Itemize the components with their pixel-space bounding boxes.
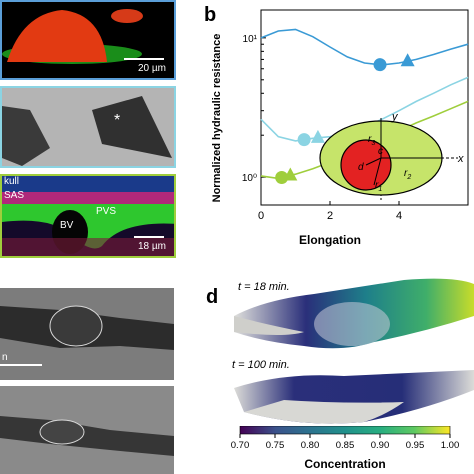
- time-top: t = 18 min.: [238, 281, 290, 293]
- dark-region-right: [92, 96, 172, 158]
- colorbar-tick-label: 1.00: [441, 440, 460, 451]
- colorbar-tick-label: 0.75: [266, 440, 285, 451]
- panel-c-top-svg: [0, 305, 174, 350]
- red-spot: [111, 9, 143, 23]
- colorbar-gradient: [239, 426, 451, 435]
- colorbar-title: Concentration: [304, 457, 385, 471]
- panel-a-top-svg: [2, 9, 143, 64]
- r1-label: r1: [375, 180, 382, 193]
- inset-x-label: x: [457, 153, 464, 165]
- scale-bar-label-top: 20 µm: [138, 63, 166, 74]
- y-tick-label: 10⁰: [242, 173, 257, 184]
- colorbar: 0.70 0.75 0.80 0.85 0.90 0.95 1.00 Concentrati…: [231, 426, 460, 471]
- circle-marker: [275, 171, 289, 185]
- series-line-0: [260, 28, 469, 66]
- scale-bar-c: [0, 364, 42, 366]
- panel-a-middle-svg: [2, 96, 172, 166]
- chart-markers: [275, 53, 415, 185]
- asterisk-marker: *: [114, 112, 121, 129]
- x-tick-label: 4: [396, 210, 402, 222]
- colorbar-tick-label: 0.85: [336, 440, 355, 451]
- c-line: [365, 157, 382, 166]
- vessel-top-shade: [234, 316, 304, 335]
- triangle-marker: [310, 129, 325, 143]
- r3-label: r3: [368, 134, 375, 147]
- chart-axes: 0 2 4 10⁰ 10¹: [242, 9, 469, 222]
- scale-bar-label-c: n: [2, 352, 8, 363]
- x-tick-label: 0: [258, 210, 264, 222]
- tissue-layer: [2, 238, 174, 256]
- panel-c-bottom-image: [0, 386, 174, 474]
- vessel-top-cavity: [314, 302, 390, 346]
- y-tick-label: 10¹: [243, 34, 258, 45]
- triangle-marker: [400, 53, 415, 67]
- dark-region-left: [2, 106, 50, 166]
- panel-a-bottom-image: kull SAS BV PVS 18 µm: [0, 174, 176, 258]
- panel-c-bottom-svg: [0, 416, 174, 456]
- colorbar-tick-label: 0.70: [231, 440, 250, 451]
- c-label: c: [378, 146, 383, 157]
- cell-outline-2: [39, 419, 85, 445]
- panel-c-top-image: n: [0, 288, 174, 380]
- pvs-region: [2, 204, 174, 249]
- r1-line: [373, 157, 382, 186]
- vessel-band-2: [0, 416, 174, 456]
- inset-diagram: y x r3 r2 r1 c d: [319, 111, 464, 200]
- inset-y-label: y: [391, 111, 399, 123]
- panel-d-3d-vessels: [234, 278, 474, 424]
- scale-bar-top: [124, 58, 164, 60]
- red-vessel: [7, 10, 107, 62]
- circle-marker: [373, 58, 387, 72]
- cell-outline: [49, 305, 103, 347]
- y-axis-label: Normalized hydraulic resistance: [211, 34, 223, 203]
- plot-frame: [260, 9, 469, 206]
- scale-bar-bottom: [134, 236, 164, 238]
- vessel-bottom-shade: [244, 400, 404, 424]
- panel-a-middle-image: *: [0, 86, 176, 168]
- skull-label: kull: [4, 176, 20, 187]
- sas-label: SAS: [4, 190, 25, 201]
- r2-label: r2: [404, 168, 411, 181]
- colorbar-tick-label: 0.95: [406, 440, 425, 451]
- colorbar-tick-label: 0.90: [371, 440, 390, 451]
- skull-layer: [2, 176, 174, 192]
- panel-a-bottom-svg: [2, 176, 174, 256]
- circle-marker: [297, 133, 311, 147]
- bv-label: BV: [60, 220, 74, 231]
- panel-d-label: d: [206, 286, 219, 308]
- scale-bar-label-bottom: 18 µm: [138, 241, 166, 252]
- panel-a-top-image: 20 µm: [0, 0, 176, 80]
- time-bottom: t = 100 min.: [232, 359, 290, 371]
- x-axis-label: Elongation: [299, 233, 361, 247]
- panel-b-label: b: [204, 4, 217, 26]
- x-tick-label: 2: [327, 210, 333, 222]
- d-label: d: [358, 162, 364, 173]
- panel-b-chart: Normalized hydraulic resistance Elongati…: [211, 9, 469, 247]
- colorbar-ticks: 0.70 0.75 0.80 0.85 0.90 0.95 1.00: [231, 434, 460, 451]
- sas-layer: [2, 192, 174, 206]
- pvs-label: PVS: [96, 206, 117, 217]
- triangle-marker: [283, 167, 298, 181]
- colorbar-tick-label: 0.80: [301, 440, 320, 451]
